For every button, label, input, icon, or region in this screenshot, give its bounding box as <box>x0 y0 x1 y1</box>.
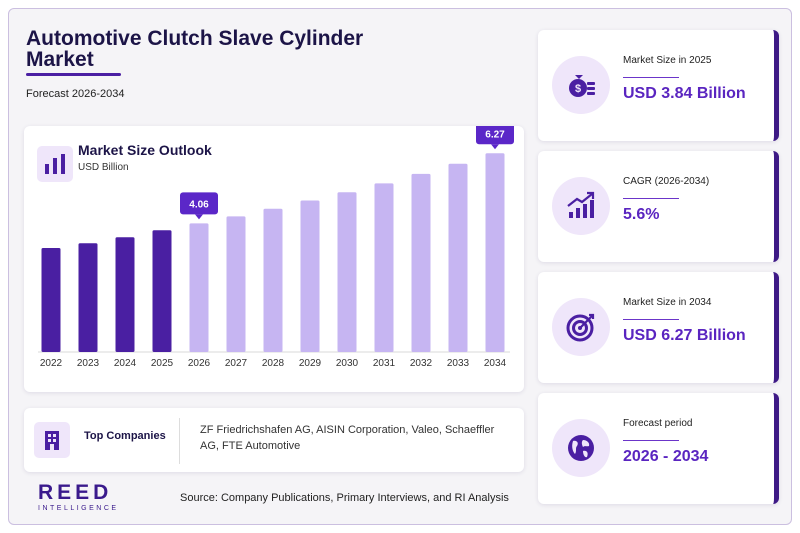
x-tick-label: 2022 <box>40 358 63 369</box>
kpi-card-market-2025: $ Market Size in 2025 USD 3.84 Billion <box>538 30 779 141</box>
x-tick-label: 2026 <box>188 358 211 369</box>
kpi-card-cagr: CAGR (2026-2034) 5.6% <box>538 151 779 262</box>
x-tick-label: 2030 <box>336 358 359 369</box>
bar-2022 <box>41 248 61 352</box>
bar-2026 <box>189 223 209 352</box>
source-note: Source: Company Publications, Primary In… <box>180 492 509 504</box>
growth-chart-icon <box>552 177 610 235</box>
building-icon <box>34 422 70 458</box>
kpi-card-market-2034: Market Size in 2034 USD 6.27 Billion <box>538 272 779 383</box>
kpi-value: USD 6.27 Billion <box>623 327 746 344</box>
companies-label: Top Companies <box>84 430 166 442</box>
kpi-label: Market Size in 2034 <box>623 297 712 308</box>
x-tick-label: 2032 <box>410 358 433 369</box>
kpi-label: Forecast period <box>623 418 693 429</box>
money-bag-icon: $ <box>552 56 610 114</box>
x-tick-label: 2028 <box>262 358 285 369</box>
companies-card: Top Companies ZF Friedrichshafen AG, AIS… <box>24 408 524 472</box>
kpi-label: CAGR (2026-2034) <box>623 176 710 187</box>
kpi-value: 5.6% <box>623 206 660 223</box>
logo-sub-text: INTELLIGENCE <box>38 505 119 512</box>
bar-2025 <box>152 230 172 352</box>
callout-2026: 4.06 <box>180 192 218 220</box>
target-icon <box>552 298 610 356</box>
reed-logo: REED INTELLIGENCE <box>38 482 119 512</box>
kpi-divider <box>623 319 679 320</box>
x-tick-label: 2031 <box>373 358 396 369</box>
x-tick-label: 2025 <box>151 358 174 369</box>
kpi-value: USD 3.84 Billion <box>623 85 746 102</box>
chart-title: Market Size Outlook <box>78 142 212 158</box>
chart-unit: USD Billion <box>78 162 129 173</box>
chart-card: Market Size Outlook USD Billion 2022 2023… <box>24 126 524 392</box>
bar-2027 <box>226 216 246 352</box>
bar-2023 <box>78 243 98 352</box>
callout-label: 6.27 <box>485 129 505 140</box>
globe-icon <box>552 419 610 477</box>
kpi-label: Market Size in 2025 <box>623 55 712 66</box>
page-subtitle: Forecast 2026-2034 <box>26 88 125 100</box>
title-underline <box>26 73 121 76</box>
x-tick-label: 2027 <box>225 358 248 369</box>
x-tick-label: 2024 <box>114 358 137 369</box>
kpi-divider <box>623 77 679 78</box>
x-tick-label: 2033 <box>447 358 470 369</box>
bar-2031 <box>374 183 394 352</box>
bar-chart-icon <box>37 146 73 182</box>
bar-2028 <box>263 208 283 352</box>
companies-list: ZF Friedrichshafen AG, AISIN Corporation… <box>200 424 495 452</box>
logo-main-text: REED <box>38 481 113 504</box>
bar-chart: 2022 2023 2024 2025 2026 2027 2028 2029 2030 2031… <box>38 126 514 369</box>
x-tick-label: 2034 <box>484 358 507 369</box>
kpi-card-forecast-period: Forecast period 2026 - 2034 <box>538 393 779 504</box>
x-tick-label: 2029 <box>299 358 322 369</box>
bar-2029 <box>300 200 320 352</box>
callout-label: 4.06 <box>189 199 209 210</box>
bar-2024 <box>115 237 135 352</box>
callout-2034: 6.27 <box>476 126 514 150</box>
page-title: Automotive Clutch Slave Cylinder Market <box>26 27 364 71</box>
bar-2030 <box>337 192 357 352</box>
companies-divider <box>179 418 180 464</box>
bar-2034 <box>485 153 505 352</box>
kpi-value: 2026 - 2034 <box>623 448 709 465</box>
bar-2033 <box>448 163 468 352</box>
bar-2032 <box>411 173 431 352</box>
svg-text:$: $ <box>575 83 581 95</box>
kpi-divider <box>623 440 679 441</box>
kpi-divider <box>623 198 679 199</box>
x-tick-label: 2023 <box>77 358 100 369</box>
